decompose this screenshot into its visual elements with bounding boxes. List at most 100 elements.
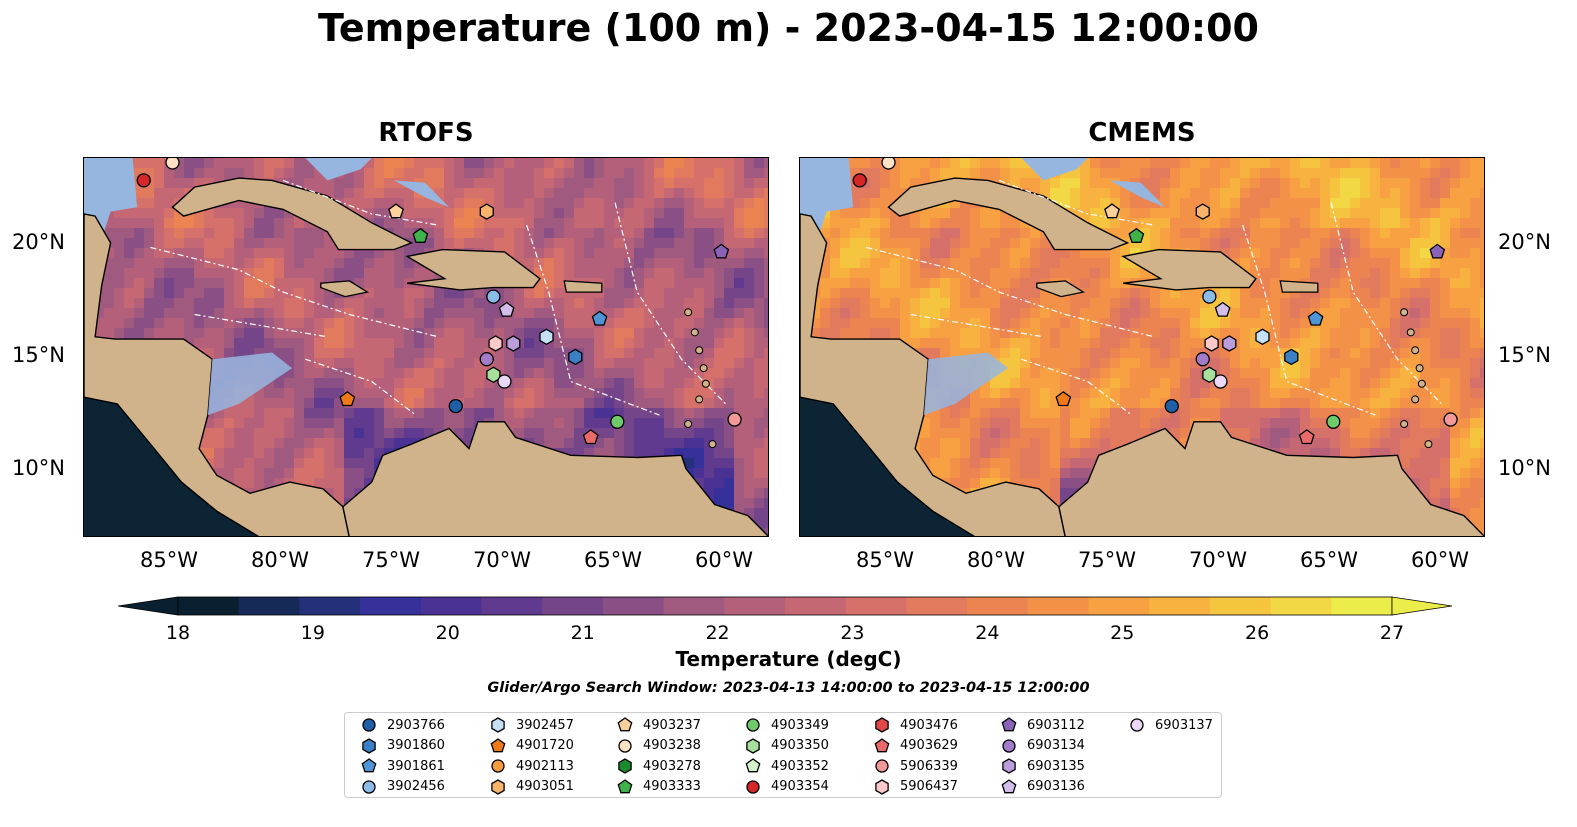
- float-marker: [388, 203, 404, 219]
- float-marker: [713, 243, 730, 259]
- legend-label: 4903333: [643, 779, 701, 794]
- colorbar-swatch: [299, 597, 361, 615]
- float-marker: [1443, 412, 1458, 427]
- legend-label: 4903352: [771, 758, 829, 774]
- legend-label: 6903134: [1027, 738, 1085, 753]
- colorbar-swatch: [663, 597, 725, 615]
- float-marker: [1195, 352, 1210, 367]
- legend-marker: [746, 718, 760, 732]
- pacific-ocean: [84, 397, 258, 536]
- float-marker: [727, 412, 742, 427]
- float-marker: [486, 289, 501, 304]
- colorbar-swatch: [1331, 597, 1393, 615]
- x-tick-label: 75°W: [362, 548, 420, 572]
- float-marker: [1202, 366, 1217, 384]
- float-marker: [1202, 289, 1217, 304]
- float-marker: [1164, 398, 1179, 414]
- colorbar-tick-label: 23: [840, 622, 865, 644]
- float-marker: [1204, 335, 1219, 352]
- y-tick-label: 20°N: [1498, 230, 1551, 254]
- legend-item: 4903238: [617, 736, 701, 756]
- y-tick-label: 10°N: [12, 456, 65, 480]
- float-marker: [1307, 310, 1324, 326]
- hispaniola-land: [1121, 248, 1257, 291]
- colorbar-swatch: [785, 597, 847, 615]
- x-tick-label: 65°W: [1300, 548, 1358, 572]
- float-marker: [610, 414, 625, 429]
- legend-label: 6903136: [1027, 779, 1085, 794]
- legend-marker: [874, 737, 890, 752]
- y-tick-label: 10°N: [1498, 456, 1551, 480]
- colorbar-max-extend: [1391, 596, 1453, 616]
- cuba-land: [171, 177, 414, 251]
- colorbar-tick-label: 26: [1245, 622, 1270, 644]
- float-marker: [568, 348, 583, 366]
- legend-marker: [362, 779, 376, 794]
- legend-label: 3902457: [516, 717, 574, 733]
- colorbar-swatch: [724, 597, 786, 615]
- legend-item: 3902456: [361, 777, 445, 797]
- legend-label: 2903766: [387, 717, 445, 733]
- float-marker: [1213, 374, 1228, 389]
- legend-label: 5906437: [900, 779, 958, 794]
- x-tick-label: 85°W: [140, 548, 198, 572]
- float-marker: [1298, 429, 1315, 445]
- float-marker: [1214, 301, 1231, 317]
- legend-label: 4903237: [643, 717, 701, 733]
- legend-item: 6903136: [1001, 777, 1085, 797]
- search-window-text: Glider/Argo Search Window: 2023-04-13 14…: [487, 680, 1090, 696]
- legend-item: 3901860: [361, 736, 445, 756]
- colorbar-tick-label: 20: [435, 622, 460, 644]
- legend-label: 6903135: [1027, 758, 1085, 774]
- cuba-land: [887, 177, 1130, 251]
- jamaica-land: [1036, 280, 1086, 298]
- float-markers: [136, 158, 742, 445]
- south-america-land: [1058, 421, 1484, 536]
- legend-label: 4903476: [900, 717, 958, 733]
- colorbar-swatch: [542, 597, 604, 615]
- float-marker: [136, 173, 151, 188]
- legend-item: 4903349: [745, 715, 829, 735]
- float-marker: [1284, 348, 1299, 366]
- legend-item: 6903134: [1001, 736, 1085, 756]
- bahamas-shelf: [1021, 158, 1088, 181]
- colorbar-swatch: [178, 597, 240, 615]
- lesser-antilles: [1400, 308, 1433, 449]
- legend-marker: [618, 738, 632, 753]
- x-tick-label: 80°W: [251, 548, 309, 572]
- float-marker: [448, 398, 463, 414]
- x-tick-label: 70°W: [473, 548, 531, 572]
- legend-label: 3901860: [387, 738, 445, 753]
- y-tick-label: 20°N: [12, 230, 65, 254]
- x-tick-label: 75°W: [1078, 548, 1136, 572]
- colorbar-swatch: [967, 597, 1029, 615]
- colorbar-swatch: [1088, 597, 1150, 615]
- float-marker: [498, 301, 515, 317]
- nicaragua-shelf: [207, 352, 292, 416]
- legend-label: 4903238: [643, 738, 701, 753]
- legend-label: 6903137: [1155, 717, 1213, 733]
- legend-item: 4903333: [617, 777, 701, 797]
- float-marker: [539, 328, 554, 346]
- legend-label: 4903051: [516, 779, 574, 794]
- central-america-land: [800, 213, 1066, 536]
- float-marker: [506, 335, 521, 352]
- colorbar-tick-label: 22: [705, 622, 730, 644]
- colorbar-swatch: [845, 597, 907, 615]
- legend-label: 4903349: [771, 717, 829, 733]
- legend-label: 3902456: [387, 779, 445, 794]
- float-marker: [1326, 414, 1341, 429]
- panel-title-rtofs: RTOFS: [378, 118, 474, 148]
- colorbar-swatch: [602, 597, 664, 615]
- legend-item: 6903112: [1001, 715, 1085, 735]
- legend-item: 4903278: [617, 756, 701, 776]
- rtofs-map: [83, 157, 769, 537]
- float-marker: [479, 352, 494, 367]
- south-america-land: [342, 421, 768, 536]
- legend-marker: [491, 759, 505, 773]
- legend-label: 6903112: [1027, 717, 1085, 733]
- colorbar-swatch: [1270, 597, 1332, 615]
- float-legend: 2903766 3901860 3901861 3902456 3902457 49017…: [344, 712, 1222, 798]
- jamaica-land: [320, 280, 370, 298]
- colorbar-tick-label: 19: [300, 622, 325, 644]
